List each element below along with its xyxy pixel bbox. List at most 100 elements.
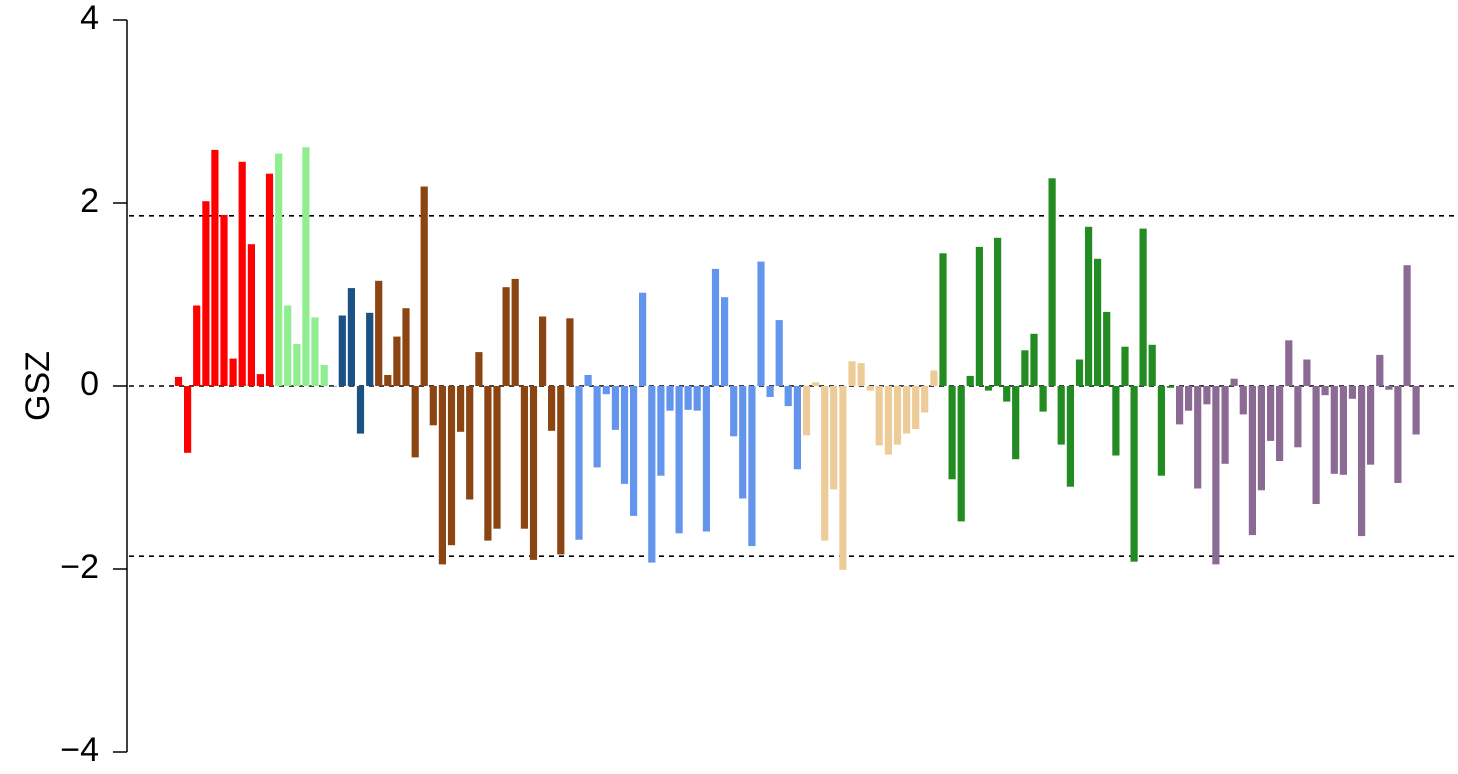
y-tick-label: 4 (80, 0, 99, 37)
bar (302, 147, 310, 386)
bar (1339, 386, 1347, 475)
bar (411, 386, 419, 458)
bar (611, 386, 619, 430)
bar (1203, 386, 1211, 405)
bar (1194, 386, 1202, 489)
bar (420, 186, 428, 386)
bar (502, 287, 510, 386)
bar (366, 312, 374, 386)
bar (493, 386, 501, 529)
bar (711, 268, 720, 386)
bar (593, 386, 601, 468)
bar (739, 386, 747, 499)
bar (1094, 258, 1102, 386)
bar (384, 375, 392, 386)
bar (247, 244, 255, 386)
bar (329, 386, 337, 387)
bar (930, 370, 938, 386)
bar (602, 386, 610, 395)
bar (957, 386, 965, 522)
bar (857, 363, 865, 386)
bar (1376, 354, 1384, 386)
bar (220, 214, 228, 386)
bar (566, 318, 574, 386)
y-tick-label: −2 (60, 548, 99, 586)
bar (484, 386, 492, 541)
bar (802, 386, 811, 436)
bar (557, 386, 565, 555)
bar (1085, 226, 1093, 386)
bar (311, 317, 319, 386)
bar (757, 261, 765, 386)
bar (475, 352, 483, 386)
bar (256, 374, 264, 386)
bar (884, 386, 892, 455)
bar (265, 173, 274, 386)
bar (1348, 386, 1356, 399)
bar (1312, 386, 1320, 504)
bar (984, 386, 993, 391)
bar (211, 149, 219, 386)
bar (1112, 386, 1120, 456)
bar (748, 386, 756, 547)
bar (338, 315, 346, 386)
bar (921, 386, 929, 413)
bar (584, 375, 592, 386)
bar (812, 382, 820, 386)
bar (893, 386, 902, 445)
bar (429, 386, 437, 426)
y-tick-label: −4 (60, 731, 99, 769)
bar (648, 386, 656, 563)
y-tick-label: 2 (80, 182, 99, 220)
bar (721, 297, 729, 386)
bar (784, 386, 792, 407)
bar (1057, 386, 1065, 445)
bar (1267, 386, 1275, 441)
bar (1048, 178, 1056, 386)
bar (666, 386, 674, 411)
bar (466, 386, 474, 500)
bar (1330, 386, 1338, 474)
bar (229, 358, 237, 386)
bar (1139, 228, 1147, 386)
bar (375, 280, 383, 386)
bar (912, 386, 920, 429)
bar (575, 386, 583, 540)
bar (639, 292, 647, 386)
y-axis: 4 2 0 −2 −4 (60, 0, 128, 769)
bar (1012, 386, 1020, 460)
bar (630, 386, 638, 516)
bar (675, 386, 683, 534)
bar (657, 386, 665, 476)
bar (939, 253, 947, 386)
bar (238, 161, 246, 386)
bar (1257, 386, 1265, 491)
bar (1130, 386, 1138, 562)
bar (994, 237, 1002, 386)
bar (1367, 386, 1375, 465)
bar (702, 386, 710, 532)
y-tick-label: 0 (80, 365, 99, 403)
bar (1239, 386, 1247, 415)
bar (1157, 386, 1165, 476)
bar (174, 376, 183, 386)
bar (1121, 346, 1129, 386)
bar (1403, 265, 1411, 386)
bar (1039, 386, 1047, 412)
bar (320, 365, 328, 386)
bar (1185, 386, 1193, 411)
bar (1394, 386, 1402, 483)
bar (1212, 386, 1220, 565)
bar (1385, 386, 1393, 390)
bar (1176, 386, 1184, 425)
bar (548, 386, 556, 431)
bar (447, 386, 456, 546)
bar (1412, 386, 1420, 435)
bar (284, 305, 292, 386)
bar (1148, 344, 1156, 386)
bar (1021, 350, 1029, 386)
bar (402, 308, 410, 386)
bar (830, 386, 838, 490)
bar (730, 386, 738, 437)
